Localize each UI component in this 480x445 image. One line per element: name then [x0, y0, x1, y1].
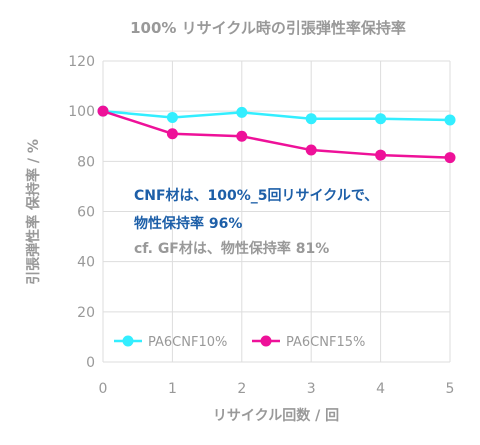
y-tick-label: 40 [77, 255, 95, 271]
series-line [102, 109, 451, 122]
data-point [166, 111, 178, 123]
annotation-line-2: 物性保持率 96% [134, 215, 242, 232]
data-point [236, 106, 248, 118]
legend-label: PA6CNF10% [148, 335, 227, 350]
data-point [97, 105, 109, 117]
legend-item-1: PA6CNF10% [114, 335, 227, 350]
y-tick-label: 0 [86, 355, 95, 371]
y-tick-label: 80 [77, 154, 95, 170]
series-layer [97, 105, 456, 164]
annotation-line-1: CNF材は、100%_5回リサイクルで、 [134, 187, 378, 204]
y-tick-labels: 0 20 40 60 80 100 120 [68, 54, 95, 371]
series-1 [97, 105, 456, 126]
x-tick-label: 0 [99, 381, 108, 397]
y-tick-label: 100 [68, 104, 95, 120]
x-tick-label: 3 [307, 381, 316, 397]
annotation-block: CNF材は、100%_5回リサイクルで、物性保持率 96% cf. GF材は、物性… [134, 187, 378, 257]
data-point [375, 149, 387, 161]
annotation-line-3: cf. GF材は、物性保持率 81% [134, 240, 329, 257]
data-point [305, 144, 317, 156]
chart-title: 100% リサイクル時の引張弾性率保持率 [130, 19, 406, 37]
legend-item-2: PA6CNF15% [252, 335, 365, 350]
y-tick-label: 60 [77, 205, 95, 221]
x-tick-labels: 0 1 2 3 4 5 [99, 381, 455, 397]
x-tick-label: 1 [168, 381, 177, 397]
legend: PA6CNF10% PA6CNF15% [114, 335, 365, 350]
y-tick-label: 20 [77, 305, 95, 321]
legend-marker [260, 335, 272, 347]
data-point [444, 114, 456, 126]
x-tick-label: 2 [237, 381, 246, 397]
series-line [102, 109, 451, 159]
series-2 [97, 105, 456, 164]
data-point [236, 130, 248, 142]
y-axis-title: 引張弾性率 保持率 / % [25, 139, 42, 285]
x-axis-title: リサイクル回数 / 回 [213, 407, 339, 424]
x-tick-label: 4 [376, 381, 385, 397]
legend-label: PA6CNF15% [286, 335, 365, 350]
legend-marker [122, 335, 134, 347]
y-tick-label: 120 [68, 54, 95, 70]
data-point [166, 128, 178, 140]
data-point [444, 152, 456, 164]
data-point [375, 113, 387, 125]
x-tick-label: 5 [446, 381, 455, 397]
grid [102, 60, 451, 363]
data-point [305, 113, 317, 125]
